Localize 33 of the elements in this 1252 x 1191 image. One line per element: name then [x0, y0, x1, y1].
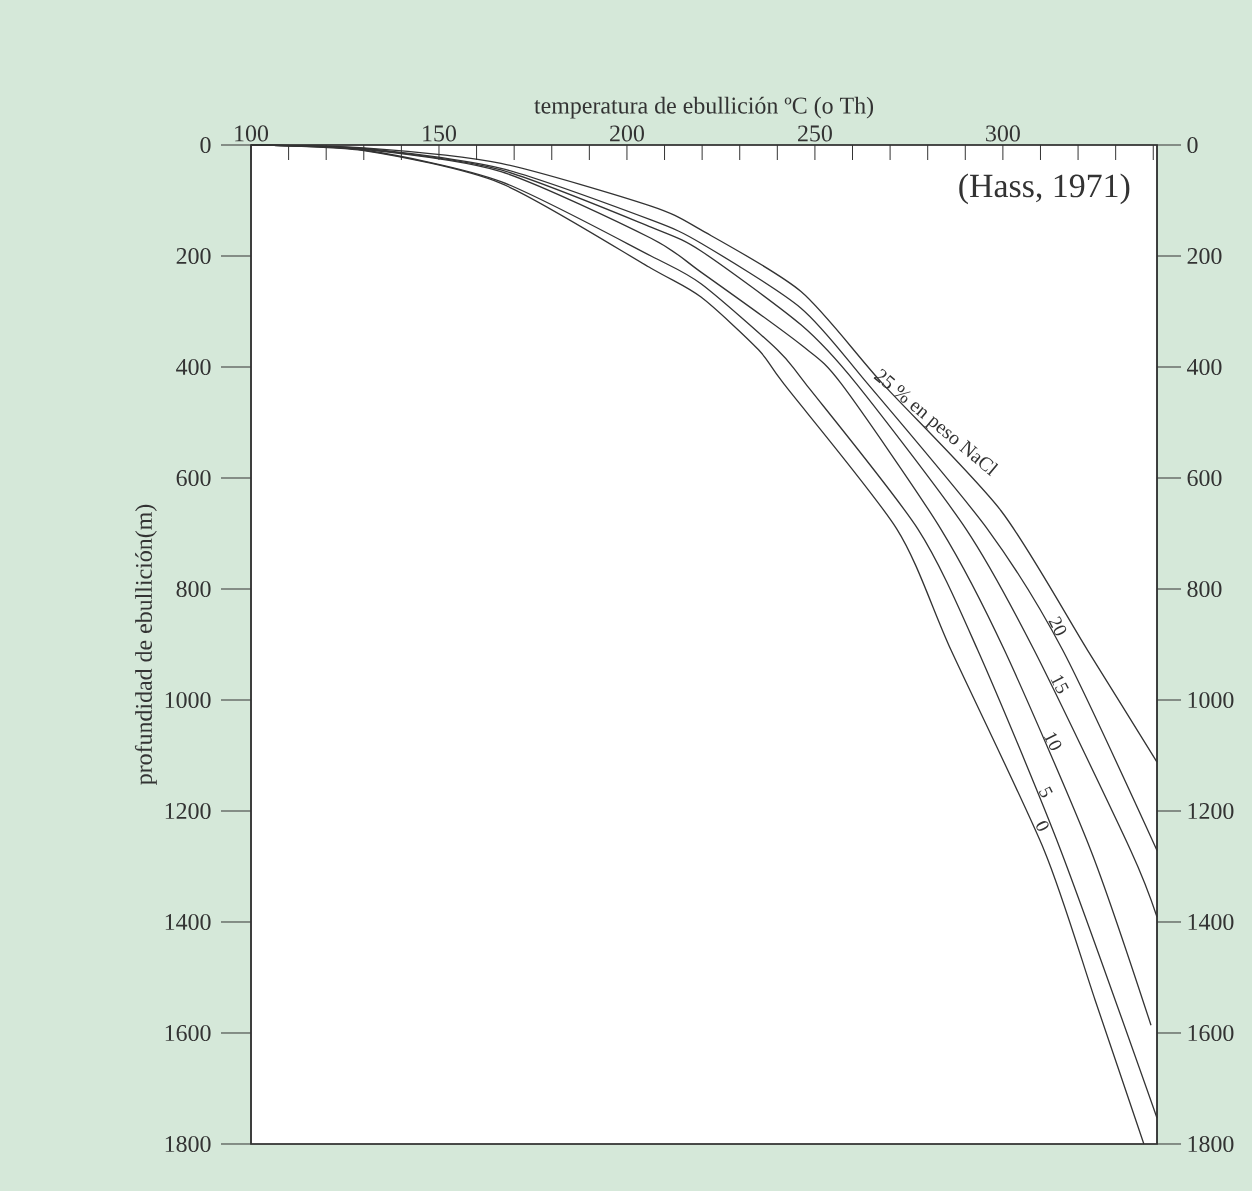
y2-tick-label: 1000: [1188, 691, 1234, 709]
x-tick-label: 150: [423, 125, 456, 142]
y2-tick-label: 1200: [1188, 802, 1234, 820]
annotation: 15: [1050, 675, 1069, 694]
y-tick-label: 800: [176, 580, 211, 598]
y-tick-label: 0: [200, 136, 211, 154]
annotation: (Hass, 1971): [959, 173, 1130, 205]
y2-tick-label: 0: [1187, 136, 1198, 154]
y-tick-label: 200: [176, 247, 211, 265]
y2-tick-label: 800: [1187, 580, 1222, 598]
y-tick-label: 1200: [165, 802, 211, 820]
y2-tick-label: 1800: [1188, 1135, 1234, 1153]
annotation: 20: [1048, 616, 1067, 636]
y2-tick-label: 400: [1187, 358, 1222, 376]
y-tick-label: 1000: [165, 691, 211, 709]
x-tick-label: 300: [986, 125, 1020, 142]
y-tick-label: 1800: [165, 1135, 211, 1153]
y2-tick-label: 1600: [1188, 1024, 1234, 1042]
annotation: 10: [1043, 732, 1062, 751]
x-tick-label: 100: [235, 125, 269, 142]
annotation: 0: [1036, 821, 1049, 831]
annotation: 5: [1038, 786, 1053, 798]
y-tick-label: 1400: [165, 913, 211, 931]
y-tick-label: 1600: [165, 1024, 211, 1042]
y-tick-label: 600: [176, 469, 211, 487]
y2-tick-label: 600: [1187, 469, 1222, 487]
y-tick-label: 400: [176, 358, 211, 376]
y2-tick-label: 1400: [1188, 913, 1234, 931]
x-axis-title: temperatura de ebullición ºC (o Th): [534, 96, 874, 119]
y2-tick-label: 200: [1187, 247, 1222, 265]
x-tick-label: 200: [610, 125, 644, 142]
x-tick-label: 250: [798, 125, 832, 142]
y-axis-title: profundidad de ebullición(m): [134, 504, 157, 785]
